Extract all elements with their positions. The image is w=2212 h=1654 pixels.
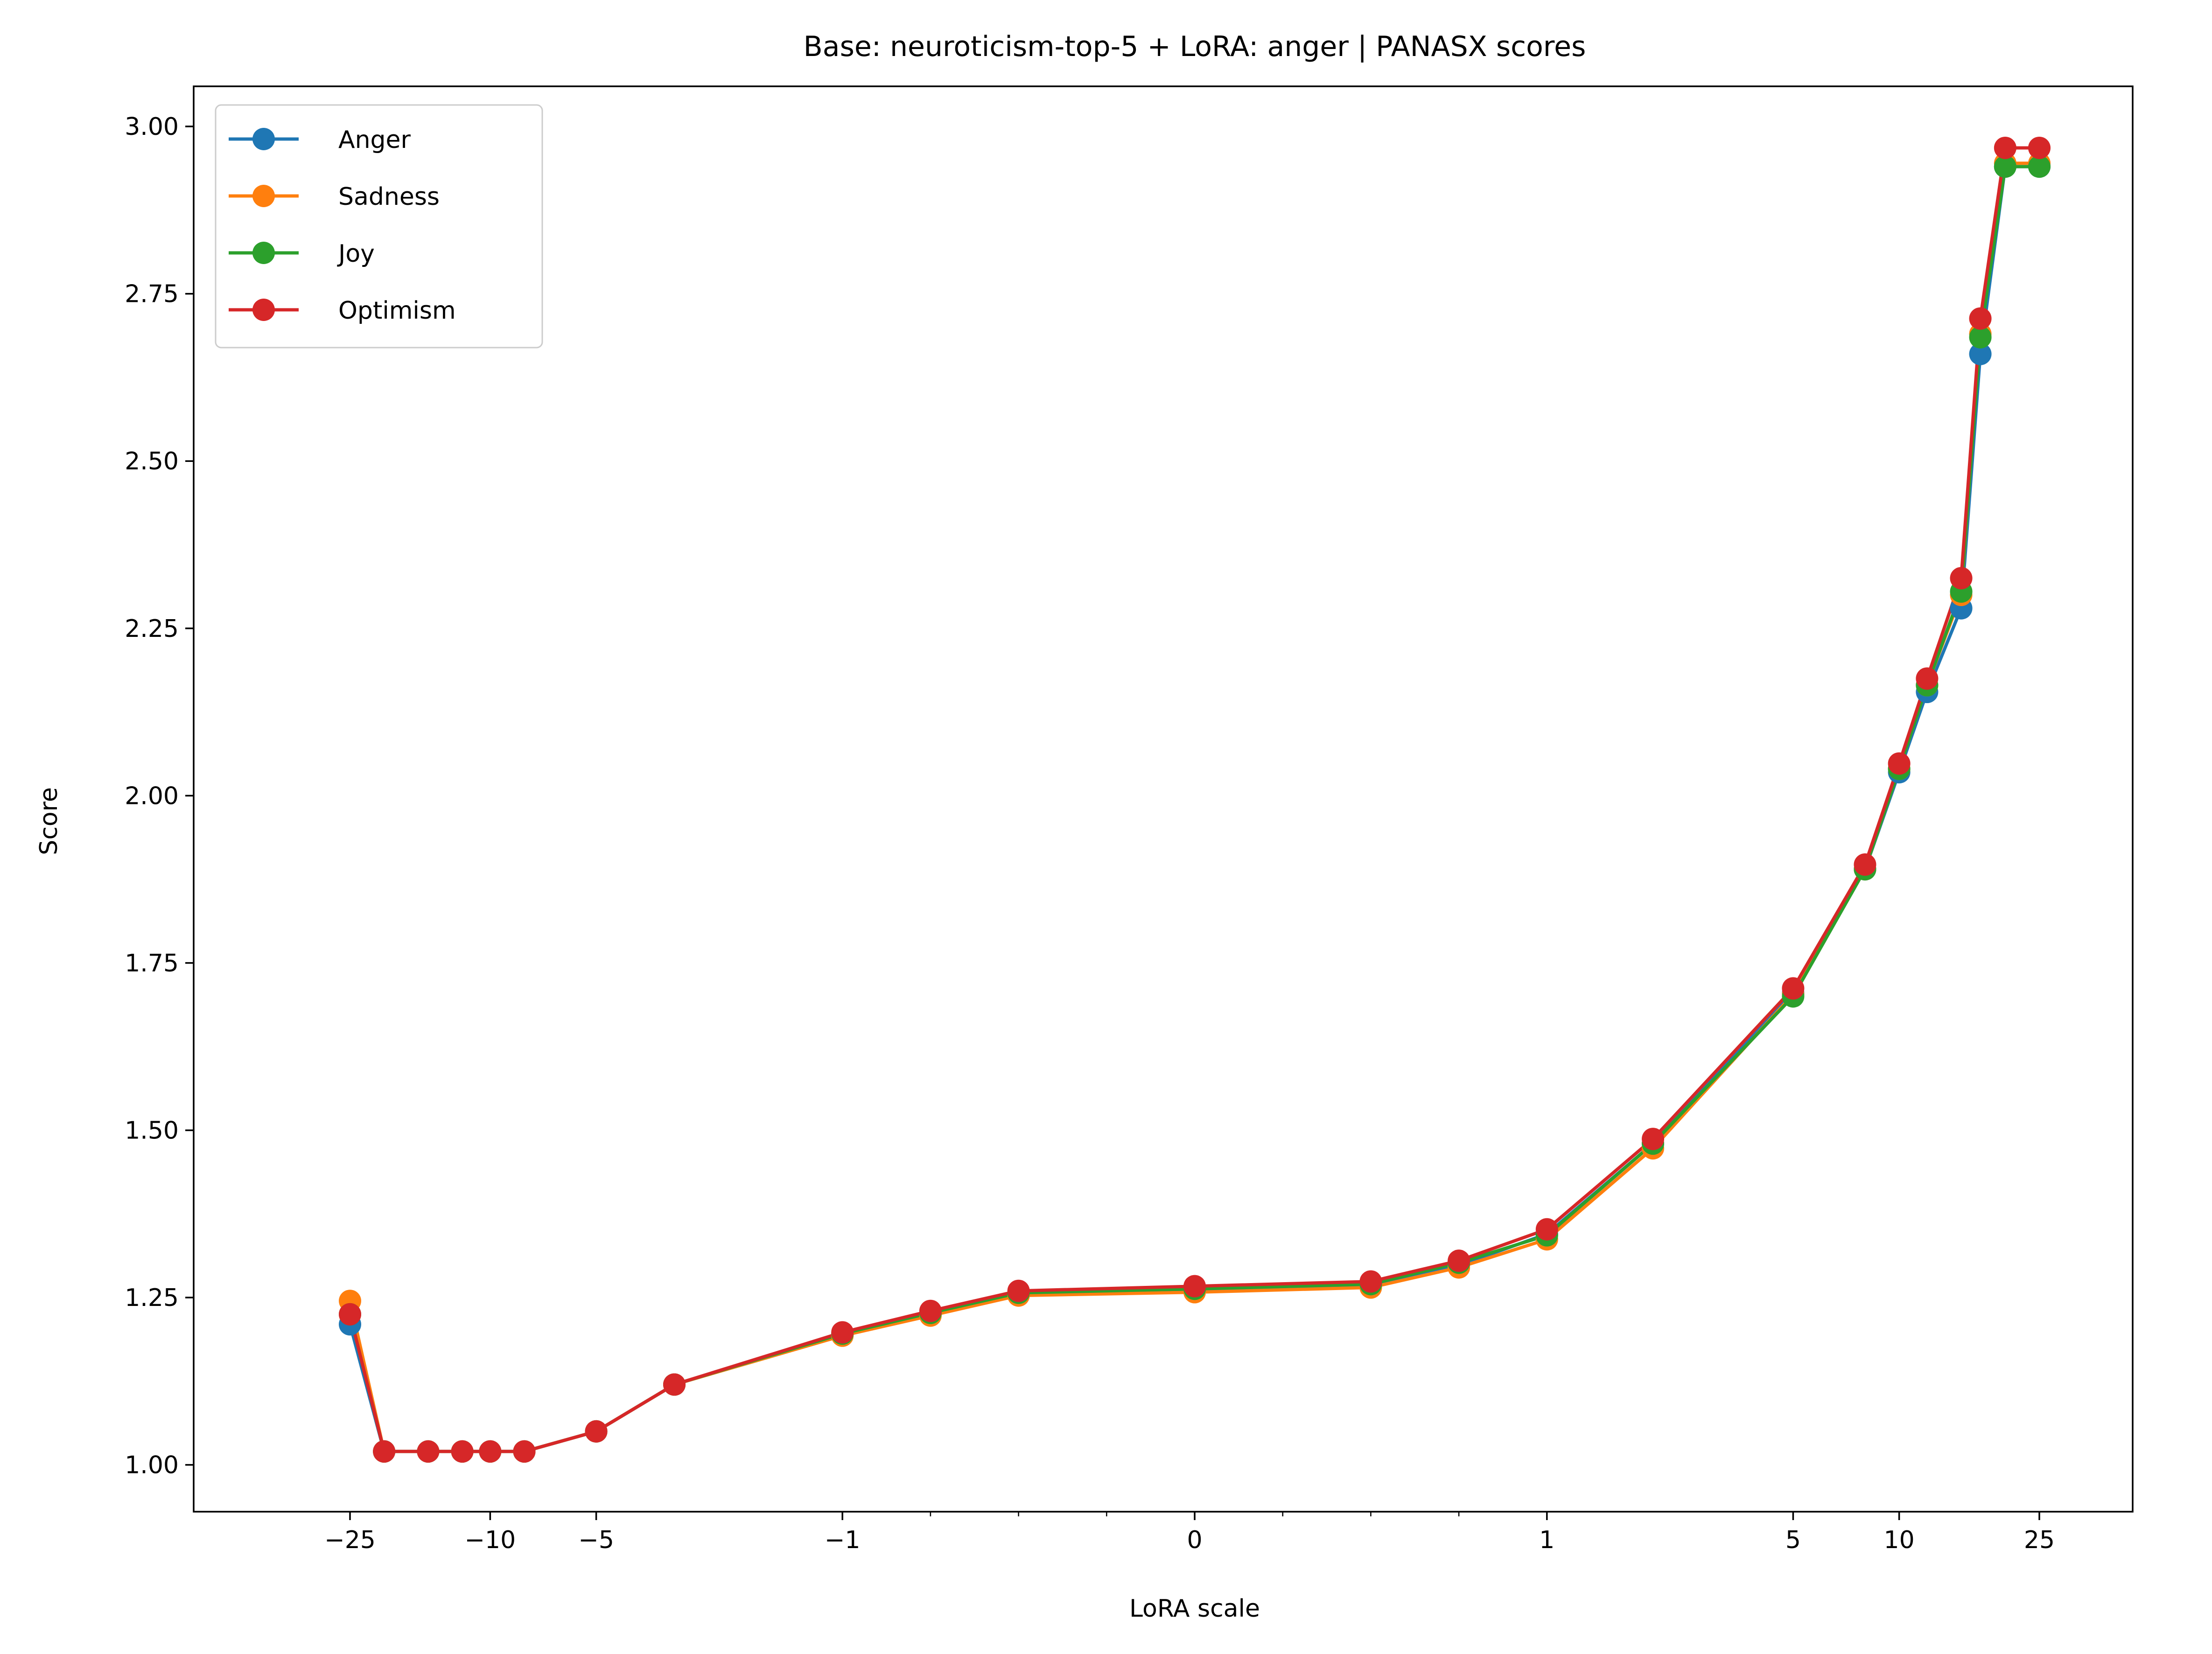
data-point-optimism	[831, 1321, 854, 1344]
data-point-optimism	[417, 1440, 440, 1463]
data-point-optimism	[663, 1373, 686, 1396]
data-point-optimism	[1916, 667, 1939, 690]
legend-label: Anger	[338, 126, 411, 154]
x-tick-label: −1	[825, 1526, 861, 1554]
legend-label: Sadness	[338, 183, 440, 211]
y-tick-label: 2.25	[125, 615, 179, 643]
data-point-optimism	[1359, 1270, 1382, 1293]
data-point-optimism	[1854, 853, 1876, 876]
data-point-optimism	[1782, 977, 1805, 1000]
y-tick-label: 2.50	[125, 447, 179, 475]
data-point-optimism	[585, 1420, 608, 1443]
legend-frame	[215, 104, 543, 349]
data-point-optimism	[1950, 567, 1973, 590]
x-tick-label: 5	[1785, 1526, 1801, 1554]
y-tick-label: 2.00	[125, 782, 179, 810]
legend-label: Optimism	[338, 297, 456, 325]
data-point-optimism	[1642, 1128, 1665, 1151]
y-tick-label: 1.25	[125, 1284, 179, 1312]
data-point-anger	[1969, 342, 1992, 365]
data-point-joy	[1969, 326, 1992, 349]
data-point-optimism	[479, 1440, 502, 1463]
x-tick-label: 25	[2024, 1526, 2055, 1554]
data-point-optimism	[1888, 752, 1911, 775]
x-axis-ticks: −25 −10 −5 −1 0 1 5 10 25	[324, 1512, 2055, 1554]
data-point-optimism	[513, 1440, 536, 1463]
x-tick-label: 0	[1187, 1526, 1202, 1554]
x-tick-label: −25	[324, 1526, 376, 1554]
data-point-optimism	[339, 1303, 361, 1326]
y-axis-label: Score	[35, 787, 63, 855]
y-tick-label: 1.75	[125, 949, 179, 977]
x-tick-label: 10	[1884, 1526, 1915, 1554]
data-point-optimism	[1969, 307, 1992, 330]
data-point-optimism	[451, 1440, 474, 1463]
data-point-optimism	[1007, 1279, 1030, 1302]
data-point-optimism	[1994, 136, 2016, 159]
data-point-optimism	[2028, 136, 2051, 159]
legend-marker	[252, 128, 275, 150]
legend-marker	[252, 299, 275, 321]
data-point-joy	[1994, 155, 2016, 178]
data-point-joy	[2028, 155, 2051, 178]
legend-label: Joy	[337, 240, 375, 268]
data-point-optimism	[1448, 1249, 1470, 1272]
data-point-optimism	[919, 1299, 942, 1322]
x-tick-label: 1	[1539, 1526, 1554, 1554]
data-point-optimism	[1183, 1275, 1206, 1298]
y-tick-label: 2.75	[125, 280, 179, 308]
x-tick-label: −5	[578, 1526, 614, 1554]
x-axis-label: LoRA scale	[1129, 1595, 1260, 1623]
legend-marker	[252, 185, 275, 207]
legend-marker	[252, 242, 275, 264]
y-tick-label: 1.00	[125, 1452, 179, 1480]
legend: Anger Sadness Joy Optimism	[215, 104, 543, 349]
data-point-optimism	[373, 1440, 396, 1463]
y-tick-label: 3.00	[125, 113, 179, 141]
plot-frame	[193, 85, 2134, 1513]
data-point-optimism	[1535, 1218, 1558, 1241]
x-tick-label: −10	[464, 1526, 516, 1554]
y-tick-label: 1.50	[125, 1117, 179, 1145]
y-axis-ticks: 1.00 1.25 1.50 1.75 2.00 2.25 2.50 2.75 3.00	[125, 113, 194, 1480]
chart-title: Base: neuroticism-top-5 + LoRA: anger | …	[804, 30, 1586, 63]
series-points	[339, 136, 2051, 1463]
